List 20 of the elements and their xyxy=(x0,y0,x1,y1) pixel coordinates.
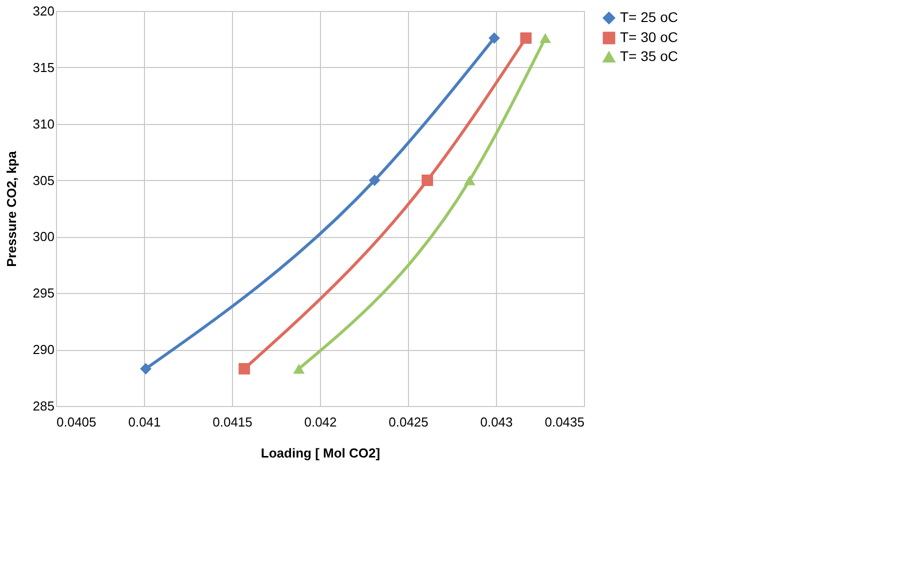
y-tick-label: 295 xyxy=(32,286,54,301)
y-tick-label: 310 xyxy=(32,116,54,132)
legend-label: T= 25 oC xyxy=(620,9,678,25)
x-tick-label: 0.0415 xyxy=(212,414,252,430)
legend-label: T= 30 oC xyxy=(620,29,678,45)
y-tick-label: 300 xyxy=(32,229,54,244)
y-axis-title: Pressure CO2, kpa xyxy=(4,150,19,267)
x-tick-label: 0.043 xyxy=(480,414,513,430)
legend-label: T= 35 oC xyxy=(620,48,678,64)
x-tick-label: 0.042 xyxy=(304,414,337,430)
x-tick-label: 0.0435 xyxy=(544,414,584,430)
x-axis-title: Loading [ Mol CO2] xyxy=(260,446,380,460)
y-tick-label: 305 xyxy=(32,172,54,188)
y-tick-label: 320 xyxy=(32,4,54,18)
x-tick-label: 0.041 xyxy=(128,414,161,430)
x-tick-label: 0.0405 xyxy=(56,414,96,430)
x-tick-label: 0.0425 xyxy=(388,414,428,430)
y-tick-label: 290 xyxy=(32,342,54,358)
y-tick-label: 285 xyxy=(32,398,54,414)
y-tick-label: 315 xyxy=(32,60,54,75)
